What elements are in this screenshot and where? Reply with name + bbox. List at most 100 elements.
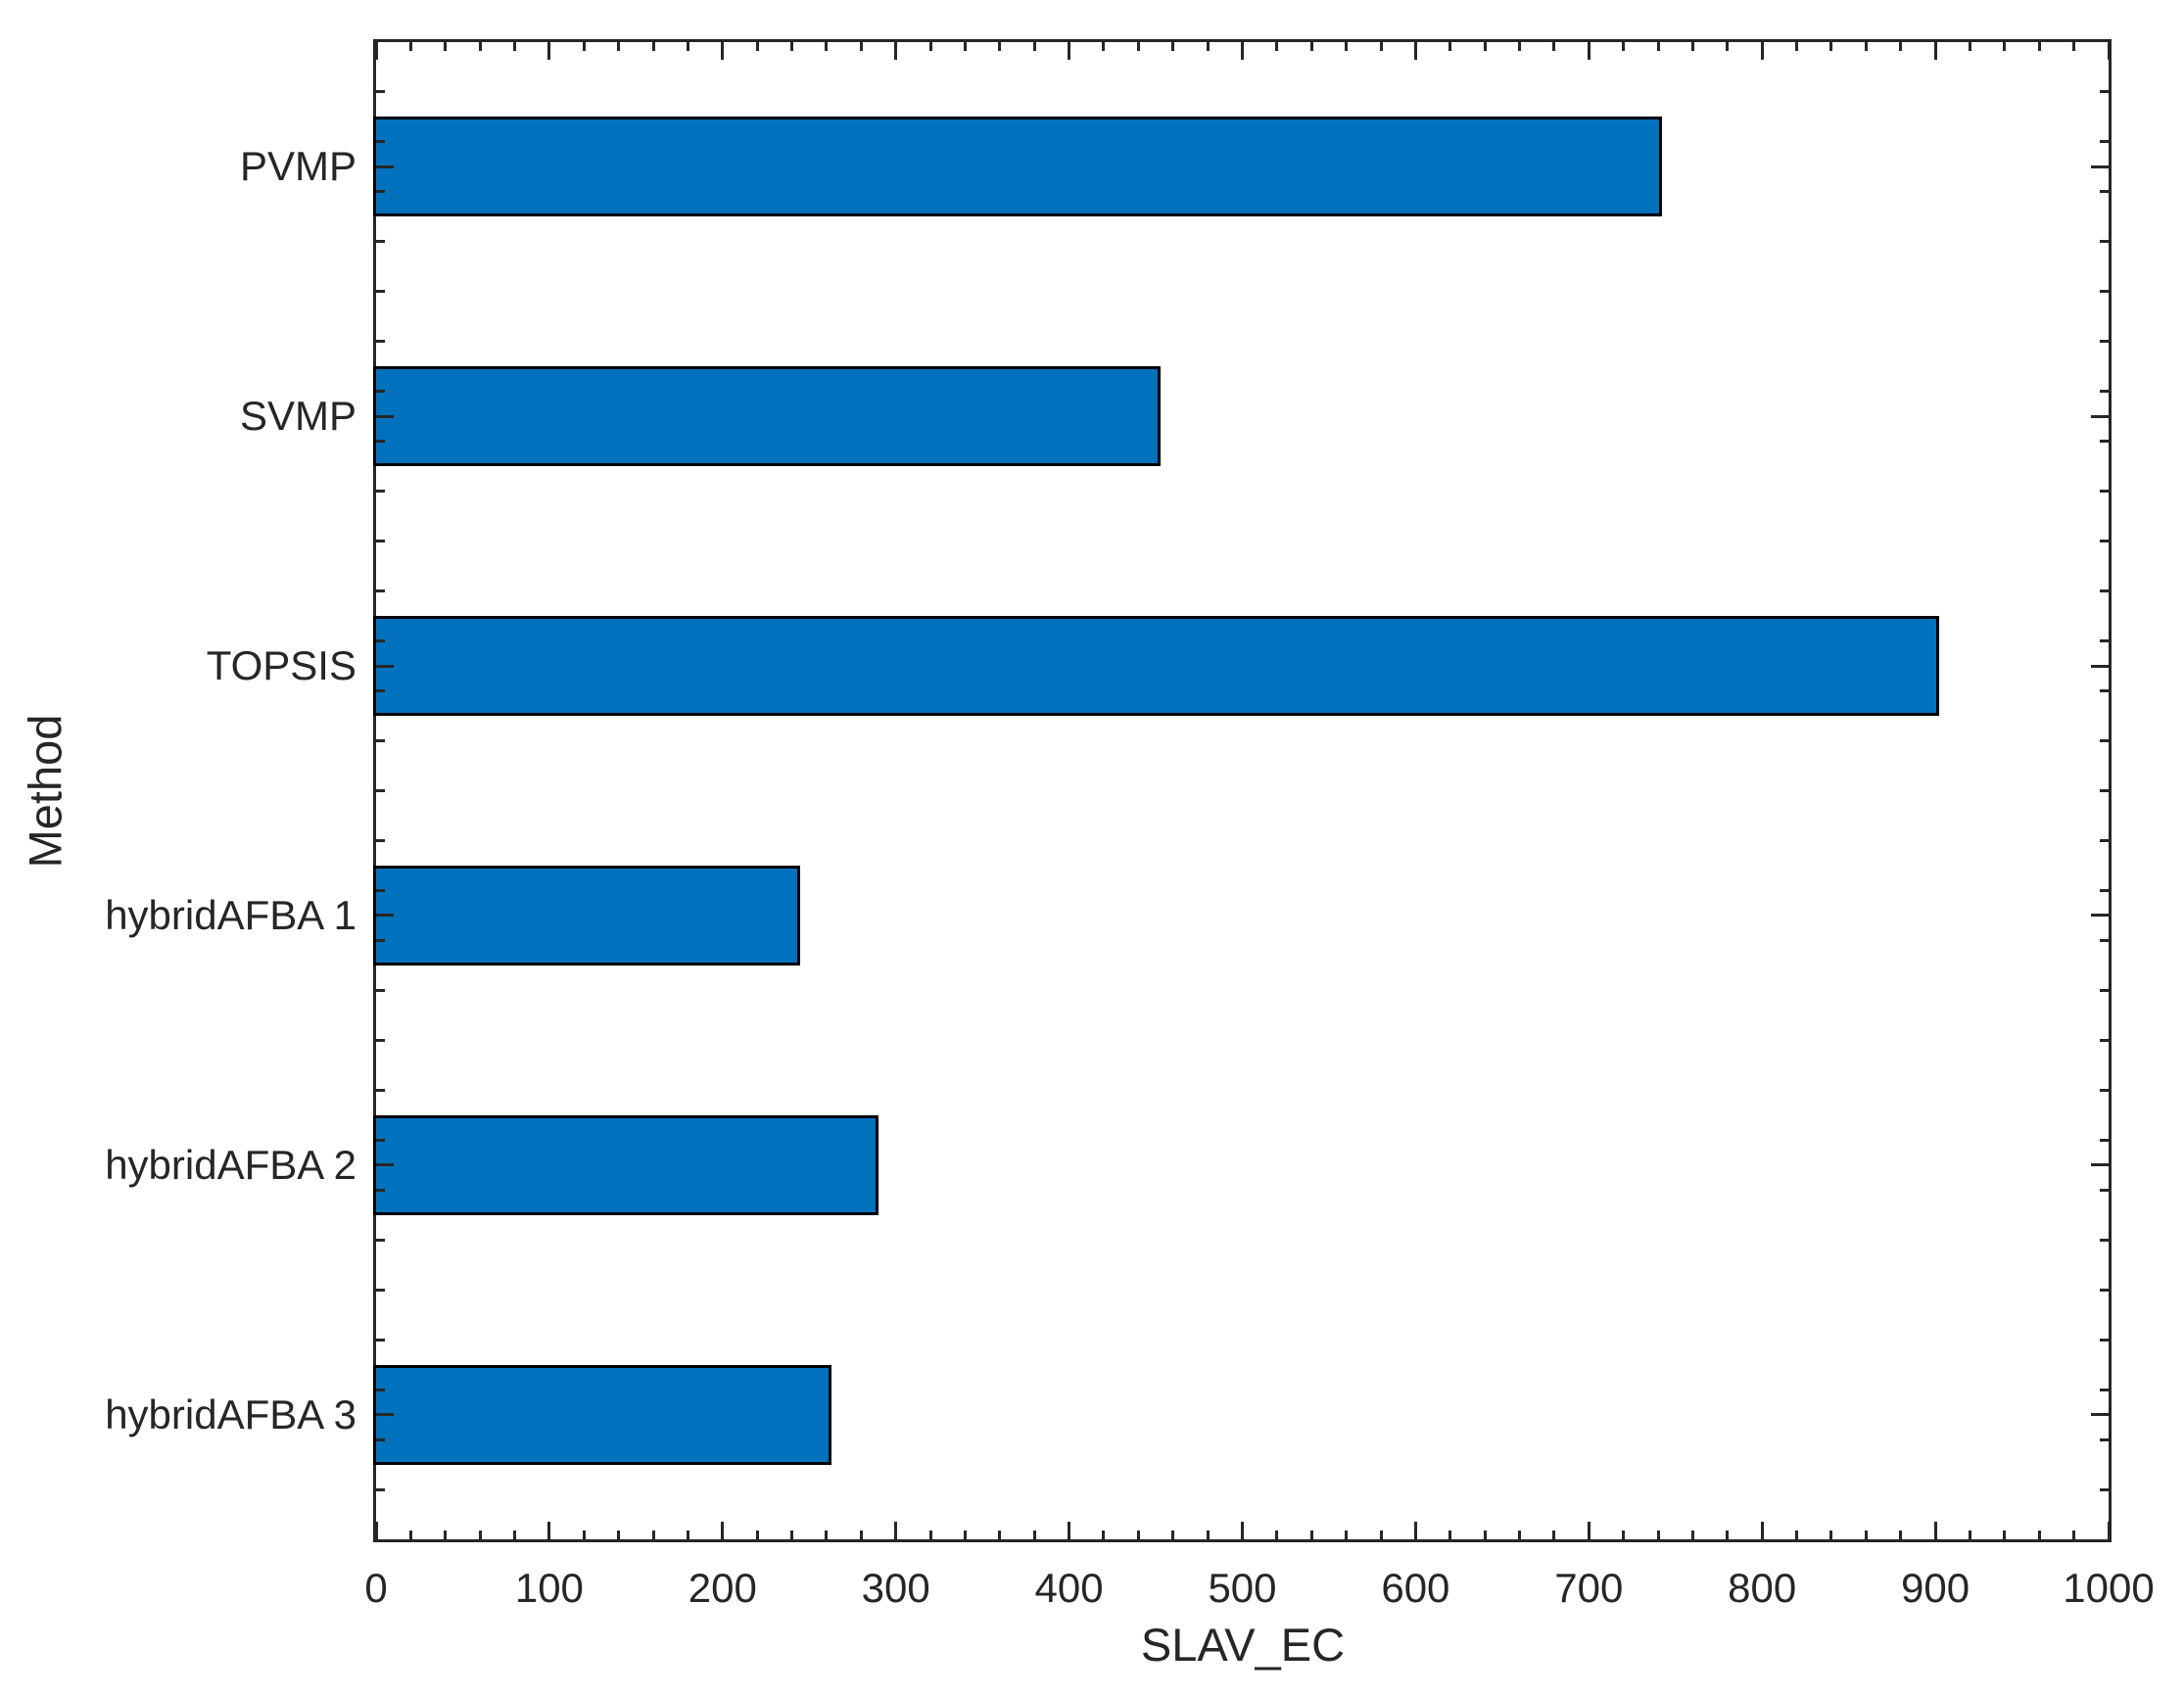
y-minor-tick: [2100, 340, 2109, 344]
y-minor-tick: [376, 390, 385, 394]
x-minor-tick: [1518, 1531, 1522, 1539]
x-minor-tick: [1899, 42, 1903, 51]
x-major-tick: [1068, 42, 1071, 60]
y-minor-tick: [376, 1038, 385, 1042]
y-major-tick: [376, 1163, 394, 1167]
x-minor-tick: [825, 1531, 829, 1539]
y-minor-tick: [376, 1288, 385, 1292]
x-minor-tick: [790, 1531, 794, 1539]
x-minor-tick: [825, 42, 829, 51]
x-major-tick: [721, 1522, 725, 1539]
x-minor-tick: [1345, 1531, 1349, 1539]
x-minor-tick: [1552, 42, 1556, 51]
x-minor-tick: [1483, 42, 1487, 51]
x-minor-tick: [1102, 1531, 1106, 1539]
y-major-tick: [2091, 664, 2109, 668]
x-minor-tick: [1345, 42, 1349, 51]
x-major-tick: [1413, 42, 1417, 60]
x-minor-tick: [686, 1531, 689, 1539]
y-minor-tick: [376, 1238, 385, 1242]
x-major-tick: [2107, 42, 2111, 60]
x-minor-tick: [444, 1531, 448, 1539]
y-minor-tick: [2100, 789, 2109, 792]
y-minor-tick: [376, 1088, 385, 1092]
x-minor-tick: [1136, 1531, 1140, 1539]
y-minor-tick: [376, 1388, 385, 1391]
x-tick-label-400: 400: [1034, 1565, 1104, 1611]
x-minor-tick: [1171, 42, 1175, 51]
y-minor-tick: [376, 440, 385, 444]
x-minor-tick: [2072, 42, 2076, 51]
x-minor-tick: [617, 42, 621, 51]
y-minor-tick: [2100, 90, 2109, 94]
y-tick-label-hybridafba-2: hybridAFBA 2: [105, 1141, 356, 1188]
y-minor-tick: [2100, 988, 2109, 992]
y-axis-label: Method: [19, 714, 71, 869]
x-major-tick: [721, 42, 725, 60]
x-minor-tick: [859, 1531, 863, 1539]
x-minor-tick: [928, 42, 932, 51]
y-major-tick: [376, 414, 394, 418]
x-major-tick: [547, 1522, 551, 1539]
x-major-tick: [1068, 1522, 1071, 1539]
x-major-tick: [1933, 1522, 1937, 1539]
x-minor-tick: [998, 1531, 1002, 1539]
x-minor-tick: [1829, 1531, 1833, 1539]
y-minor-tick: [2100, 1338, 2109, 1342]
x-major-tick: [1241, 1522, 1244, 1539]
x-minor-tick: [686, 42, 689, 51]
x-minor-tick: [755, 1531, 759, 1539]
y-minor-tick: [2100, 1138, 2109, 1142]
x-minor-tick: [1622, 1531, 1626, 1539]
x-minor-tick: [408, 42, 412, 51]
y-minor-tick: [376, 190, 385, 194]
x-tick-label-800: 800: [1728, 1565, 1797, 1611]
x-minor-tick: [1032, 1531, 1036, 1539]
x-major-tick: [374, 1522, 378, 1539]
x-minor-tick: [513, 42, 517, 51]
y-minor-tick: [376, 240, 385, 244]
y-minor-tick: [2100, 1487, 2109, 1491]
x-major-tick: [894, 42, 898, 60]
y-minor-tick: [376, 988, 385, 992]
x-minor-tick: [2037, 42, 2041, 51]
x-tick-label-1000: 1000: [2063, 1565, 2155, 1611]
x-minor-tick: [2003, 42, 2007, 51]
y-minor-tick: [376, 838, 385, 842]
x-axis-label: SLAV_EC: [1140, 1619, 1346, 1671]
y-minor-tick: [376, 90, 385, 94]
y-minor-tick: [2100, 1038, 2109, 1042]
y-minor-tick: [2100, 540, 2109, 543]
y-minor-tick: [2100, 1088, 2109, 1092]
y-minor-tick: [2100, 290, 2109, 294]
x-major-tick: [1760, 1522, 1764, 1539]
x-minor-tick: [1518, 42, 1522, 51]
y-minor-tick: [376, 589, 385, 593]
x-minor-tick: [1690, 1531, 1694, 1539]
x-minor-tick: [790, 42, 794, 51]
y-minor-tick: [2100, 838, 2109, 842]
x-minor-tick: [1795, 1531, 1799, 1539]
x-minor-tick: [478, 1531, 482, 1539]
x-tick-label-900: 900: [1901, 1565, 1970, 1611]
y-minor-tick: [2100, 240, 2109, 244]
bar-hybridafba-1: [373, 865, 801, 966]
y-major-tick: [2091, 414, 2109, 418]
bar-hybridafba-3: [373, 1364, 832, 1465]
y-minor-tick: [2100, 739, 2109, 743]
y-minor-tick: [2100, 1188, 2109, 1192]
x-tick-label-300: 300: [861, 1565, 930, 1611]
x-minor-tick: [1379, 1531, 1383, 1539]
y-minor-tick: [2100, 140, 2109, 144]
y-minor-tick: [376, 789, 385, 792]
bar-pvmp: [373, 117, 1662, 217]
y-minor-tick: [376, 1487, 385, 1491]
x-minor-tick: [1622, 42, 1626, 51]
x-major-tick: [894, 1522, 898, 1539]
x-minor-tick: [963, 42, 967, 51]
x-minor-tick: [444, 42, 448, 51]
y-minor-tick: [2100, 639, 2109, 643]
x-minor-tick: [1483, 1531, 1487, 1539]
x-major-tick: [1241, 42, 1244, 60]
